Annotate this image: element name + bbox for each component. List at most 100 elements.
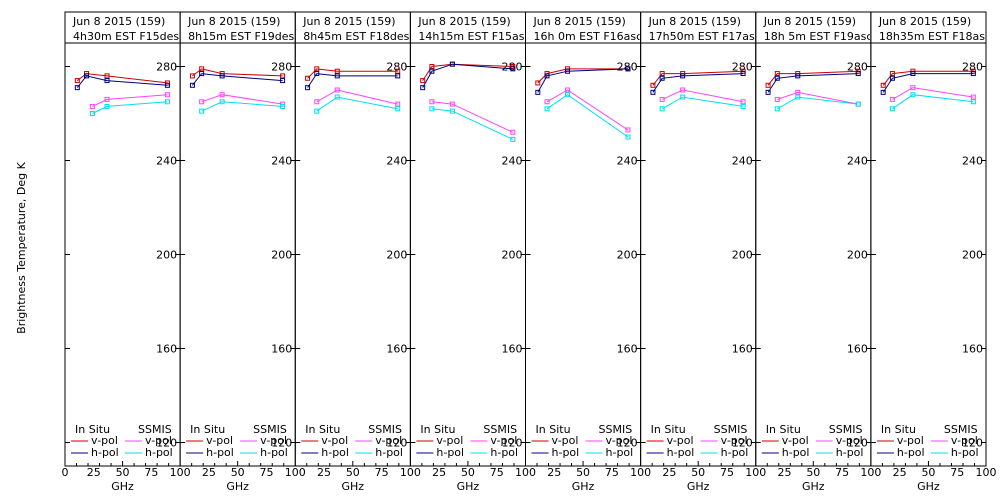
legend-label-insitu-v: v-pol: [897, 434, 924, 447]
data-point-ssmis_h: [795, 94, 801, 100]
x-axis-label: GHz: [917, 480, 940, 493]
y-tick-label: 280: [271, 61, 292, 74]
data-point-ssmis_v: [565, 87, 571, 93]
panel-7: Jun 8 2015 (159) 18h 5m EST F19asc 120 160 2…: [755, 11, 881, 493]
x-tick-label: 50: [576, 466, 590, 479]
legend-header-insitu: In Situ: [766, 423, 801, 436]
data-point-insitu_v: [429, 64, 435, 69]
data-point-insitu_h: [280, 78, 286, 84]
x-tick-label: 50: [346, 466, 360, 479]
data-point-insitu_h: [565, 68, 571, 74]
data-point-insitu_v: [395, 68, 401, 74]
series-line-insitu_v: [882, 70, 974, 86]
y-tick-label: 160: [156, 343, 177, 356]
series-line-ssmis_h: [892, 94, 974, 110]
y-tick-label: 160: [732, 343, 753, 356]
legend-header-ssmis: SSMIS: [829, 423, 863, 436]
y-tick-label: 280: [732, 61, 753, 74]
series-line-insitu_v: [422, 63, 513, 81]
x-tick-label: 75: [144, 466, 158, 479]
data-point-insitu_h: [970, 71, 976, 77]
panel-title-time: 18h35m EST F18asc: [879, 30, 991, 43]
data-point-ssmis_h: [889, 106, 895, 112]
y-tick-label: 240: [271, 155, 292, 168]
data-point-insitu_h: [880, 89, 886, 95]
panel-title: Jun 8 2015 (159) 4h30m EST F15des: [72, 15, 179, 43]
series-line-insitu_v: [652, 70, 744, 86]
y-tick-label: 280: [386, 61, 407, 74]
panel-title-date: Jun 8 2015 (159): [417, 15, 510, 28]
y-tick-label: 160: [502, 343, 523, 356]
data-point-insitu_h: [774, 75, 780, 81]
legend-label-insitu-h: h-pol: [91, 446, 119, 459]
x-axis-label: GHz: [111, 480, 134, 493]
y-tick-label: 200: [386, 249, 407, 262]
legend-header-insitu: In Situ: [190, 423, 225, 436]
legend-header-insitu: In Situ: [881, 423, 916, 436]
legend-header-ssmis: SSMIS: [138, 423, 172, 436]
x-tick-label: 50: [231, 466, 245, 479]
panel-frame: [64, 11, 181, 467]
y-tick-label: 240: [732, 155, 753, 168]
legend-label-insitu-h: h-pol: [667, 446, 695, 459]
legend-header-ssmis: SSMIS: [714, 423, 748, 436]
legend-label-ssmis-h: h-pol: [490, 446, 518, 459]
legend-label-ssmis-v: v-pol: [951, 434, 978, 447]
x-axis-label: GHz: [226, 480, 249, 493]
data-point-insitu_v: [305, 75, 311, 81]
x-axis-label: GHz: [572, 480, 595, 493]
data-point-insitu_v: [889, 71, 895, 77]
legend-header-ssmis: SSMIS: [944, 423, 978, 436]
legend-label-ssmis-h: h-pol: [951, 446, 979, 459]
data-point-insitu_v: [765, 82, 771, 88]
series-line-insitu_h: [882, 73, 974, 93]
data-point-ssmis_h: [510, 136, 516, 142]
legend-label-insitu-v: v-pol: [206, 434, 233, 447]
data-point-insitu_v: [334, 68, 340, 74]
data-point-insitu_h: [420, 85, 426, 91]
x-tick-label: 75: [605, 466, 619, 479]
series-line-ssmis_v: [777, 91, 859, 105]
data-point-ssmis_h: [89, 111, 95, 116]
legend-label-ssmis-h: h-pol: [721, 446, 749, 459]
data-point-ssmis_v: [625, 127, 631, 133]
data-point-ssmis_v: [89, 103, 95, 109]
series-line-ssmis_h: [201, 101, 283, 112]
panel-title: Jun 8 2015 (159) 16h 0m EST F16asc: [533, 15, 640, 43]
data-point-ssmis_h: [314, 108, 320, 114]
panel-title: Jun 8 2015 (159) 8h45m EST F18des: [302, 15, 409, 43]
data-point-insitu_h: [795, 73, 801, 79]
series-line-insitu_v: [192, 68, 283, 77]
data-point-insitu_h: [659, 75, 665, 81]
data-point-ssmis_h: [970, 99, 976, 105]
data-point-insitu_h: [219, 73, 225, 79]
data-point-insitu_h: [510, 66, 516, 72]
x-tick-label: 100: [630, 466, 651, 479]
y-tick-label: 120: [617, 437, 638, 450]
y-tick-label: 120: [847, 437, 868, 450]
y-tick-label: 240: [962, 155, 983, 168]
data-point-ssmis_h: [910, 92, 916, 98]
data-point-ssmis_v: [510, 129, 516, 135]
series-line-insitu_h: [422, 63, 513, 88]
legend-label-ssmis-h: h-pol: [606, 446, 634, 459]
panel-title-date: Jun 8 2015 (159): [187, 15, 280, 28]
series-line-insitu_h: [307, 73, 398, 88]
data-point-insitu_h: [334, 73, 340, 79]
legend-label-ssmis-h: h-pol: [145, 446, 173, 459]
legend-label-insitu-v: v-pol: [782, 434, 809, 447]
legend-label-insitu-v: v-pol: [667, 434, 694, 447]
data-point-ssmis_v: [910, 85, 916, 91]
data-point-ssmis_h: [774, 106, 780, 112]
data-point-insitu_h: [395, 73, 401, 79]
y-tick-label: 200: [271, 249, 292, 262]
data-point-ssmis_v: [104, 96, 110, 102]
data-point-insitu_h: [765, 89, 771, 95]
y-tick-label: 200: [732, 249, 753, 262]
legend-header-insitu: In Situ: [75, 423, 110, 436]
data-point-insitu_v: [104, 73, 110, 79]
data-point-ssmis_h: [855, 101, 861, 107]
